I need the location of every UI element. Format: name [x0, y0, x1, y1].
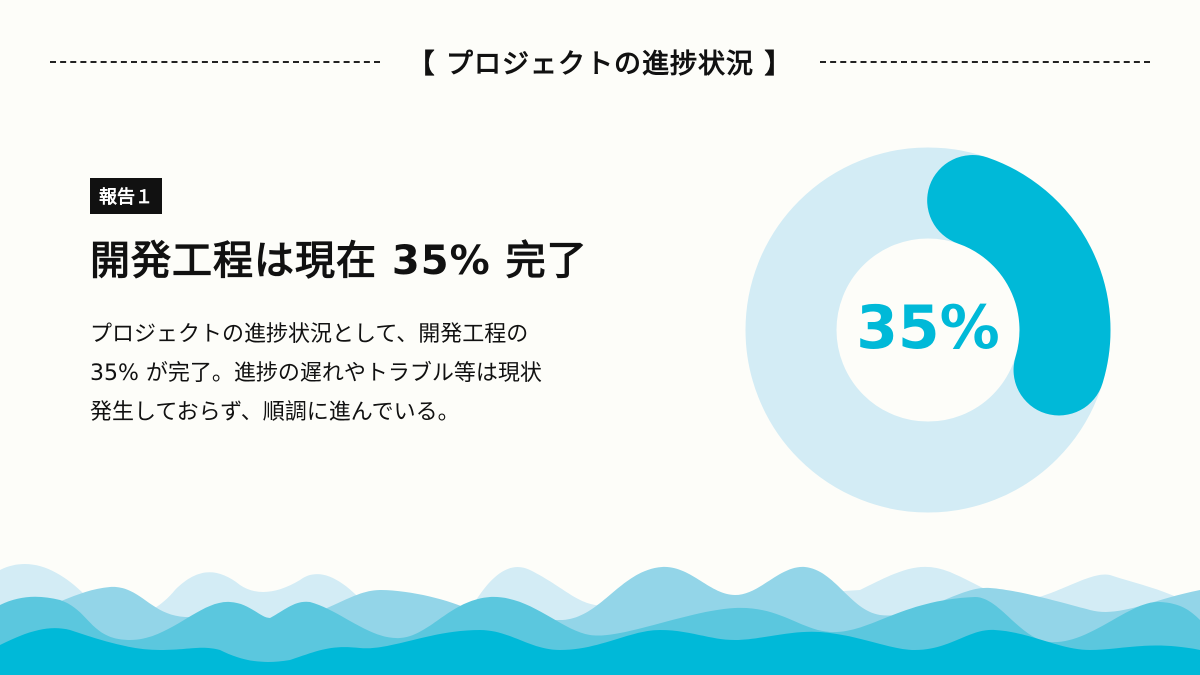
slide-title: 【 プロジェクトの進捗状況 】	[407, 49, 793, 80]
wave-layer-4	[0, 628, 1200, 675]
donut-center-label: 35%	[856, 293, 1000, 363]
headline: 開発工程は現在 35% 完了	[90, 238, 588, 284]
body-line: 発生しておらず、順調に進んでいる。	[90, 400, 460, 425]
slide-header: 【 プロジェクトの進捗状況 】	[50, 42, 1150, 81]
dashed-divider-right	[820, 60, 1150, 63]
progress-donut: 35%	[745, 147, 1111, 513]
body-line: プロジェクトの進捗状況として、開発工程の	[90, 322, 529, 347]
body-line: 35% が完了。進捗の遅れやトラブル等は現状	[90, 361, 542, 386]
body-text: プロジェクトの進捗状況として、開発工程の 35% が完了。進捗の遅れやトラブル等…	[90, 315, 710, 432]
dashed-divider-left	[50, 60, 380, 63]
report-badge: 報告１	[90, 178, 162, 214]
waves-decoration	[0, 564, 1200, 675]
donut-progress-arc	[927, 154, 1111, 416]
